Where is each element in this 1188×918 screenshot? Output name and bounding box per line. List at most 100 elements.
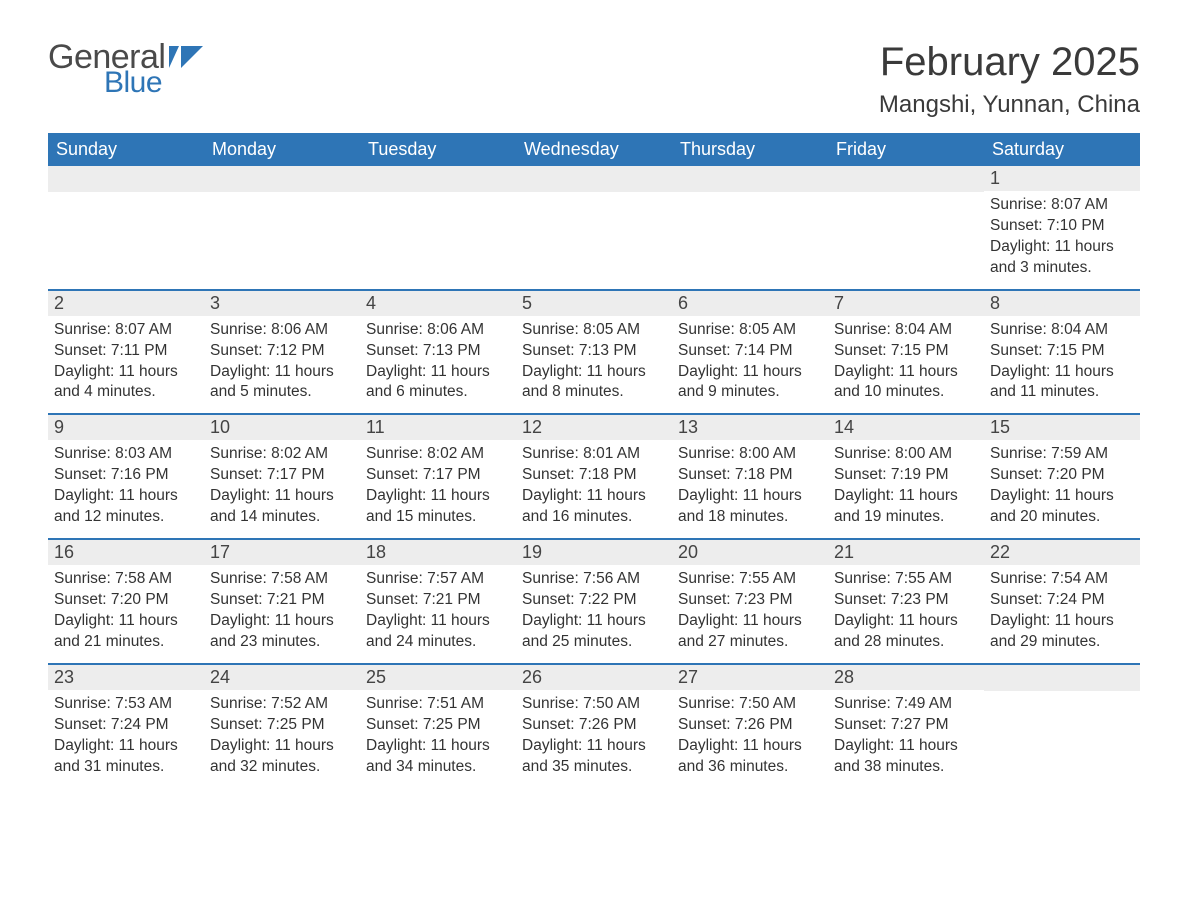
day-number: 16 [48,540,204,565]
day-cell: 28 Sunrise: 7:49 AMSunset: 7:27 PMDayligh… [828,665,984,788]
daylight-text: Daylight: 11 hours and 34 minutes. [366,736,506,778]
day-cell: 17 Sunrise: 7:58 AMSunset: 7:21 PMDayligh… [204,540,360,663]
day-body: Sunrise: 8:06 AMSunset: 7:12 PMDaylight:… [208,320,356,404]
daylight-text: Daylight: 11 hours and 25 minutes. [522,611,662,653]
day-number: 10 [204,415,360,440]
day-cell: 14Sunrise: 8:00 AMSunset: 7:19 PMDayligh… [828,415,984,538]
daylight-text: Daylight: 11 hours and 20 minutes. [990,486,1130,528]
logo-word-blue: Blue [104,68,165,98]
daylight-text: Daylight: 11 hours and 9 minutes. [678,362,818,404]
day-body: Sunrise: 7:49 AMSunset: 7:27 PMDaylight:… [832,694,980,778]
dow-tuesday: Tuesday [360,133,516,166]
day-cell: 22Sunrise: 7:54 AMSunset: 7:24 PMDayligh… [984,540,1140,663]
day-number [984,665,1140,691]
day-cell: 21Sunrise: 7:55 AMSunset: 7:23 PMDayligh… [828,540,984,663]
daylight-text: Daylight: 11 hours and 38 minutes. [834,736,974,778]
daylight-text: Daylight: 11 hours and 35 minutes. [522,736,662,778]
day-body: Sunrise: 7:53 AMSunset: 7:24 PMDaylight:… [52,694,200,778]
sunrise-text: Sunrise: 8:02 AM [366,444,506,465]
day-number: 24 [204,665,360,690]
sunrise-text: Sunrise: 8:04 AM [834,320,974,341]
sunset-text: Sunset: 7:25 PM [210,715,350,736]
sunrise-text: Sunrise: 8:00 AM [834,444,974,465]
day-body: Sunrise: 8:05 AMSunset: 7:13 PMDaylight:… [520,320,668,404]
day-cell: 26Sunrise: 7:50 AMSunset: 7:26 PMDayligh… [516,665,672,788]
day-cell: 4Sunrise: 8:06 AMSunset: 7:13 PMDaylight… [360,291,516,414]
day-cell [516,166,672,289]
day-number [828,166,984,192]
daylight-text: Daylight: 11 hours and 3 minutes. [990,237,1130,279]
day-cell: 9Sunrise: 8:03 AMSunset: 7:16 PMDaylight… [48,415,204,538]
dow-saturday: Saturday [984,133,1140,166]
day-number: 15 [984,415,1140,440]
day-number: 5 [516,291,672,316]
week-row: 1Sunrise: 8:07 AMSunset: 7:10 PMDaylight… [48,166,1140,289]
sunrise-text: Sunrise: 8:06 AM [366,320,506,341]
day-number: 28 [828,665,984,690]
sunset-text: Sunset: 7:17 PM [210,465,350,486]
calendar: Sunday Monday Tuesday Wednesday Thursday… [48,133,1140,787]
day-body: Sunrise: 7:55 AMSunset: 7:23 PMDaylight:… [676,569,824,653]
day-number: 25 [360,665,516,690]
day-number: 11 [360,415,516,440]
sunrise-text: Sunrise: 8:07 AM [990,195,1130,216]
sunrise-text: Sunrise: 7:53 AM [54,694,194,715]
day-cell [48,166,204,289]
daylight-text: Daylight: 11 hours and 16 minutes. [522,486,662,528]
sunset-text: Sunset: 7:17 PM [366,465,506,486]
day-cell: 7 Sunrise: 8:04 AMSunset: 7:15 PMDaylight… [828,291,984,414]
day-body: Sunrise: 8:07 AMSunset: 7:10 PMDaylight:… [988,195,1136,279]
day-body: Sunrise: 8:04 AMSunset: 7:15 PMDaylight:… [832,320,980,404]
sunset-text: Sunset: 7:22 PM [522,590,662,611]
week-row: 2Sunrise: 8:07 AMSunset: 7:11 PMDaylight… [48,289,1140,414]
month-title: February 2025 [879,40,1140,85]
day-number [516,166,672,192]
daylight-text: Daylight: 11 hours and 24 minutes. [366,611,506,653]
day-body: Sunrise: 7:50 AMSunset: 7:26 PMDaylight:… [676,694,824,778]
day-cell: 10Sunrise: 8:02 AMSunset: 7:17 PMDayligh… [204,415,360,538]
sunset-text: Sunset: 7:14 PM [678,341,818,362]
daylight-text: Daylight: 11 hours and 5 minutes. [210,362,350,404]
day-body: Sunrise: 7:58 AMSunset: 7:21 PMDaylight:… [208,569,356,653]
sunrise-text: Sunrise: 7:51 AM [366,694,506,715]
daylight-text: Daylight: 11 hours and 28 minutes. [834,611,974,653]
day-body: Sunrise: 8:00 AMSunset: 7:19 PMDaylight:… [832,444,980,528]
sunset-text: Sunset: 7:15 PM [990,341,1130,362]
sunrise-text: Sunrise: 7:59 AM [990,444,1130,465]
day-cell: 19Sunrise: 7:56 AMSunset: 7:22 PMDayligh… [516,540,672,663]
day-number: 7 [828,291,984,316]
dow-wednesday: Wednesday [516,133,672,166]
day-number: 18 [360,540,516,565]
day-body: Sunrise: 7:50 AMSunset: 7:26 PMDaylight:… [520,694,668,778]
day-cell: 2Sunrise: 8:07 AMSunset: 7:11 PMDaylight… [48,291,204,414]
daylight-text: Daylight: 11 hours and 31 minutes. [54,736,194,778]
sunset-text: Sunset: 7:13 PM [522,341,662,362]
sunset-text: Sunset: 7:13 PM [366,341,506,362]
day-number: 2 [48,291,204,316]
day-cell: 15Sunrise: 7:59 AMSunset: 7:20 PMDayligh… [984,415,1140,538]
day-number: 9 [48,415,204,440]
day-number: 27 [672,665,828,690]
daylight-text: Daylight: 11 hours and 27 minutes. [678,611,818,653]
day-number [360,166,516,192]
sunset-text: Sunset: 7:18 PM [522,465,662,486]
sunrise-text: Sunrise: 7:55 AM [678,569,818,590]
day-cell: 20Sunrise: 7:55 AMSunset: 7:23 PMDayligh… [672,540,828,663]
day-number: 19 [516,540,672,565]
sunrise-text: Sunrise: 8:04 AM [990,320,1130,341]
daylight-text: Daylight: 11 hours and 19 minutes. [834,486,974,528]
logo-mark-icon [169,46,203,70]
sunrise-text: Sunrise: 8:06 AM [210,320,350,341]
daylight-text: Daylight: 11 hours and 21 minutes. [54,611,194,653]
dow-monday: Monday [204,133,360,166]
day-cell: 1Sunrise: 8:07 AMSunset: 7:10 PMDaylight… [984,166,1140,289]
day-number: 21 [828,540,984,565]
day-cell [984,665,1140,788]
sunset-text: Sunset: 7:23 PM [678,590,818,611]
sunset-text: Sunset: 7:15 PM [834,341,974,362]
week-row: 16Sunrise: 7:58 AMSunset: 7:20 PMDayligh… [48,538,1140,663]
sunrise-text: Sunrise: 7:49 AM [834,694,974,715]
day-number: 17 [204,540,360,565]
sunrise-text: Sunrise: 8:05 AM [522,320,662,341]
day-body: Sunrise: 8:05 AMSunset: 7:14 PMDaylight:… [676,320,824,404]
